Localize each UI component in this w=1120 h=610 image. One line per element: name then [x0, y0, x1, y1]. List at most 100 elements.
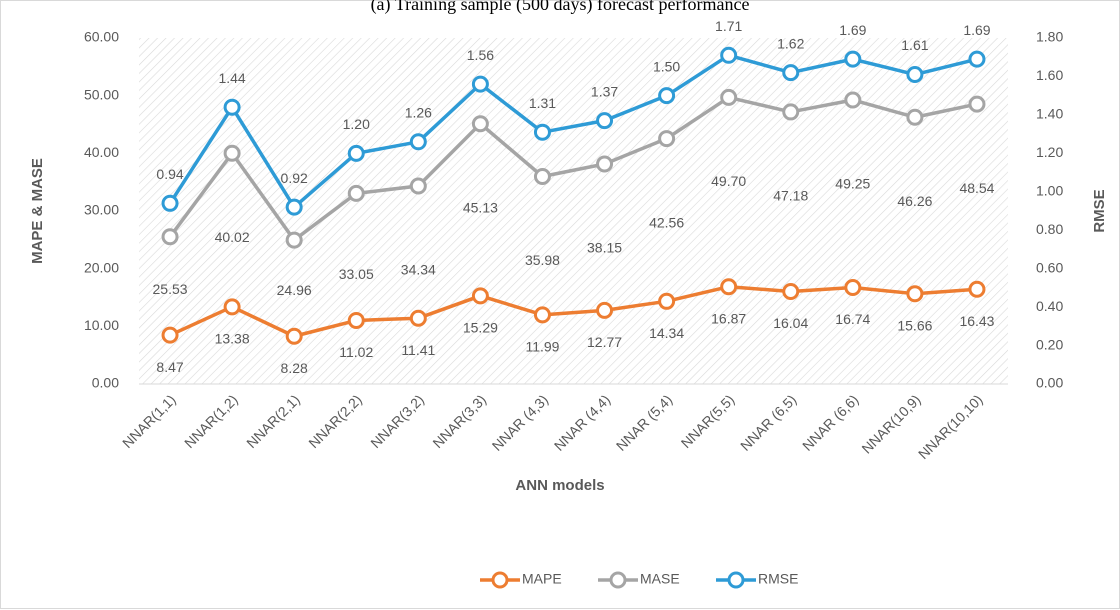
- data-label: 42.56: [649, 214, 684, 230]
- y2-tick-label: 0.00: [1036, 375, 1063, 391]
- data-label: 48.54: [959, 180, 994, 196]
- data-label: 1.71: [715, 18, 742, 34]
- data-label: 13.38: [215, 331, 250, 347]
- data-label: 40.02: [215, 229, 250, 245]
- data-label: 8.28: [281, 360, 308, 376]
- y2-axis-title: RMSE: [1091, 189, 1108, 232]
- data-label: 1.37: [591, 83, 618, 99]
- point: [596, 155, 614, 173]
- data-label: 1.69: [839, 22, 866, 38]
- point: [285, 231, 303, 249]
- y-tick-label: 50.00: [84, 86, 119, 102]
- point: [409, 177, 427, 195]
- point: [968, 50, 986, 68]
- data-label: 33.05: [339, 266, 374, 282]
- point: [968, 280, 986, 298]
- data-label: 16.74: [835, 311, 870, 327]
- data-label: 11.02: [339, 344, 373, 360]
- point: [906, 285, 924, 303]
- point: [471, 75, 489, 93]
- point: [658, 292, 676, 310]
- data-label: 38.15: [587, 240, 622, 256]
- data-label: 15.29: [463, 320, 498, 336]
- y-axis-title: MAPE & MASE: [29, 158, 46, 264]
- point: [285, 327, 303, 345]
- legend-marker: [727, 571, 745, 589]
- y2-tick-label: 1.40: [1036, 106, 1063, 122]
- data-label: 1.50: [653, 58, 680, 74]
- data-label: 45.13: [463, 199, 498, 215]
- y-tick-label: 0.00: [92, 375, 119, 391]
- point: [533, 123, 551, 141]
- point: [596, 301, 614, 319]
- y2-tick-label: 0.60: [1036, 259, 1063, 275]
- point: [161, 326, 179, 344]
- data-label: 49.25: [835, 176, 870, 192]
- data-label: 46.26: [897, 193, 932, 209]
- point: [844, 91, 862, 109]
- point: [223, 298, 241, 316]
- point: [844, 50, 862, 68]
- point: [906, 108, 924, 126]
- data-label: 15.66: [897, 317, 932, 333]
- legend-label: MASE: [640, 571, 680, 587]
- point: [471, 115, 489, 133]
- point: [223, 98, 241, 116]
- point: [347, 144, 365, 162]
- data-label: 49.70: [711, 173, 746, 189]
- data-label: 8.47: [156, 359, 183, 375]
- point: [347, 311, 365, 329]
- legend-label: RMSE: [758, 571, 798, 587]
- legend-marker: [491, 571, 509, 589]
- data-label: 25.53: [153, 281, 188, 297]
- y2-tick-label: 0.80: [1036, 221, 1063, 237]
- y2-tick-label: 1.20: [1036, 144, 1063, 160]
- y2-tick-label: 0.40: [1036, 298, 1063, 314]
- y-tick-label: 40.00: [84, 144, 119, 160]
- point: [782, 283, 800, 301]
- data-label: 1.62: [777, 35, 804, 51]
- data-label: 16.43: [959, 313, 994, 329]
- data-label: 1.20: [343, 116, 370, 132]
- data-label: 11.41: [401, 342, 435, 358]
- y2-tick-label: 1.80: [1036, 29, 1063, 45]
- y2-tick-label: 1.00: [1036, 182, 1063, 198]
- point: [782, 64, 800, 82]
- data-label: 1.44: [218, 70, 245, 86]
- point: [223, 144, 241, 162]
- point: [658, 87, 676, 105]
- point: [285, 198, 303, 216]
- data-label: 16.87: [711, 310, 746, 326]
- data-label: 1.69: [963, 22, 990, 38]
- series-line: [168, 53, 978, 209]
- data-label: 1.61: [901, 37, 928, 53]
- y-tick-label: 20.00: [84, 259, 119, 275]
- data-label: 11.99: [525, 339, 559, 355]
- point: [720, 46, 738, 64]
- point: [658, 130, 676, 148]
- y2-tick-label: 1.60: [1036, 67, 1063, 83]
- point: [161, 228, 179, 246]
- point: [409, 133, 427, 151]
- plot-area: [139, 38, 1008, 384]
- data-label: 24.96: [277, 282, 312, 298]
- y-tick-label: 30.00: [84, 202, 119, 218]
- y2-tick-label: 0.20: [1036, 336, 1063, 352]
- point: [533, 168, 551, 186]
- point: [596, 112, 614, 130]
- point: [409, 309, 427, 327]
- legend-label: MAPE: [522, 571, 562, 587]
- data-label: 16.04: [773, 315, 808, 331]
- point: [844, 278, 862, 296]
- point: [471, 287, 489, 305]
- point: [720, 278, 738, 296]
- data-label: 1.26: [405, 105, 432, 121]
- point: [906, 66, 924, 84]
- point: [782, 103, 800, 121]
- series-line: [169, 284, 978, 339]
- data-label: 47.18: [773, 188, 808, 204]
- point: [533, 306, 551, 324]
- data-label: 1.31: [529, 95, 556, 111]
- chart-title: (a) Training sample (500 days) forecast …: [371, 0, 750, 15]
